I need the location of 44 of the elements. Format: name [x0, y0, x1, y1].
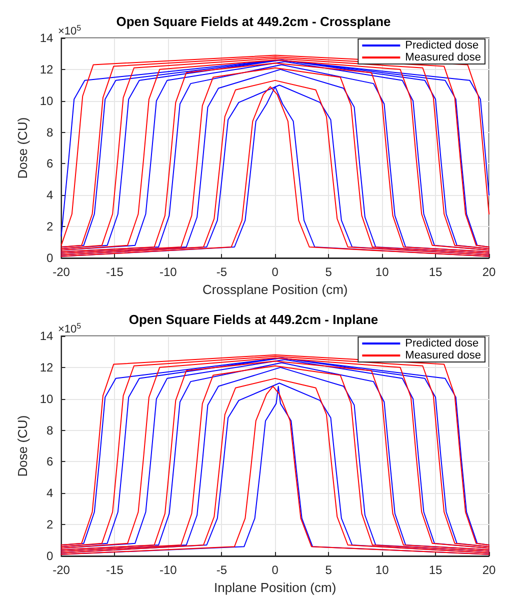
- chart-title: Open Square Fields at 449.2cm - Inplane: [128, 312, 378, 327]
- y-tick-label: 12: [40, 360, 54, 374]
- x-tick-label: -20: [52, 265, 70, 279]
- x-tick-label: -5: [216, 563, 228, 577]
- legend-label: Predicted dose: [405, 40, 479, 52]
- y-axis-title: Dose (CU): [15, 415, 30, 477]
- y-tick-label: 14: [40, 329, 54, 343]
- x-tick-label: 10: [375, 563, 390, 577]
- y-tick-label: 6: [46, 454, 54, 469]
- y-tick-label: 6: [46, 156, 54, 171]
- x-tick-label: -5: [216, 265, 228, 279]
- legend-label: Measured dose: [405, 350, 482, 362]
- y-tick-label: 8: [46, 125, 54, 140]
- x-tick-label: 0: [272, 563, 279, 577]
- y-tick-label: 4: [46, 188, 54, 202]
- y-tick-label: 0: [46, 251, 54, 265]
- y-tick-label: 8: [46, 423, 54, 438]
- y-tick-label: 0: [46, 549, 54, 563]
- x-tick-label: 0: [272, 265, 279, 279]
- x-tick-label: -15: [106, 563, 124, 577]
- x-axis-title: Inplane Position (cm): [214, 580, 336, 595]
- x-tick-label: 15: [428, 265, 443, 279]
- y-tick-label: 2: [46, 220, 54, 234]
- y-tick-label: 10: [40, 392, 54, 406]
- x-axis-title: Crossplane Position (cm): [202, 282, 348, 297]
- y-tick-label: 14: [40, 31, 54, 45]
- y-tick-label: 4: [46, 486, 54, 500]
- chart-title: Open Square Fields at 449.2cm - Crossplane: [116, 14, 391, 29]
- x-tick-label: 20: [482, 563, 496, 577]
- x-tick-label: -15: [106, 265, 124, 279]
- x-tick-label: 10: [375, 265, 390, 279]
- y-tick-label: 12: [40, 62, 54, 76]
- legend-label: Measured dose: [405, 52, 482, 64]
- x-tick-label: -10: [160, 265, 178, 279]
- x-tick-label: 5: [325, 265, 332, 279]
- x-tick-label: 20: [482, 265, 496, 279]
- legend-label: Predicted dose: [405, 338, 479, 350]
- x-tick-label: 5: [325, 563, 332, 577]
- y-tick-label: 10: [40, 94, 54, 108]
- x-tick-label: -20: [52, 563, 70, 577]
- y-tick-label: 2: [46, 518, 54, 532]
- x-tick-label: -10: [160, 563, 178, 577]
- y-axis-title: Dose (CU): [15, 117, 30, 179]
- x-tick-label: 15: [428, 563, 443, 577]
